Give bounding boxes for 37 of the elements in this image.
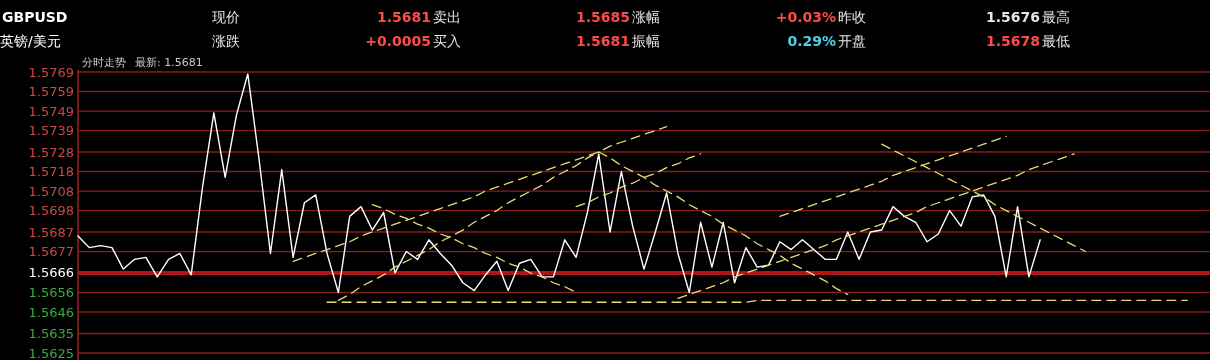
text: 振幅	[632, 33, 660, 49]
text: 开盘	[838, 33, 866, 49]
text: 昨收	[838, 9, 866, 25]
text: 最高	[1042, 9, 1070, 25]
y-tick-label: 1.5728	[28, 144, 74, 160]
y-tick-label: 1.5625	[28, 345, 74, 360]
y-tick-label: 1.5759	[28, 84, 74, 100]
text: 涨跌	[212, 33, 240, 49]
text: 1.5681	[575, 33, 630, 49]
y-tick-label: 1.5666	[28, 265, 74, 281]
text: 现价	[212, 9, 240, 25]
text: 最新: 1.5681	[135, 56, 203, 69]
y-tick-label: 1.5656	[28, 285, 74, 301]
text: 卖出	[433, 9, 461, 25]
text: +0.0005	[365, 33, 431, 49]
text: 买入	[433, 33, 461, 49]
y-tick-label: 1.5718	[28, 164, 74, 180]
text: 1.5685	[575, 9, 630, 25]
text: 1.5678	[985, 33, 1040, 49]
y-tick-label: 1.5677	[28, 244, 74, 260]
y-tick-label: 1.5698	[28, 203, 74, 219]
y-tick-label: 1.5749	[28, 103, 74, 119]
text: 1.5676	[985, 9, 1040, 25]
text: 0.29%	[787, 33, 836, 49]
text: 1.5681	[376, 9, 431, 25]
text: 涨幅	[632, 9, 660, 25]
text: 分时走势	[82, 56, 126, 69]
y-tick-label: 1.5739	[28, 123, 74, 139]
y-tick-label: 1.5769	[28, 64, 74, 80]
y-tick-label: 1.5687	[28, 224, 74, 240]
y-tick-label: 1.5646	[28, 304, 74, 320]
chart-title: GBPUSD	[2, 9, 68, 25]
y-tick-label: 1.5708	[28, 183, 74, 199]
y-tick-label: 1.5635	[28, 325, 74, 341]
chart-subtitle: 英镑/美元	[0, 33, 61, 49]
text: 最低	[1042, 33, 1070, 49]
text: +0.03%	[775, 9, 836, 25]
